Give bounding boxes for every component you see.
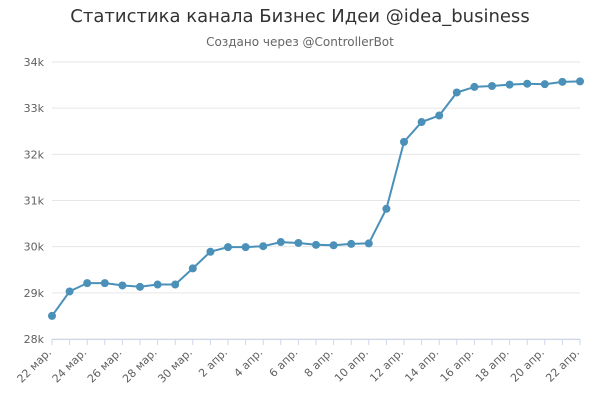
x-tick-label: 20 апр. — [508, 346, 547, 385]
data-point[interactable] — [417, 118, 426, 127]
data-point[interactable] — [452, 88, 461, 97]
data-point[interactable] — [206, 247, 215, 256]
data-point[interactable] — [523, 79, 532, 88]
y-tick-label: 29k — [24, 287, 45, 300]
data-point[interactable] — [488, 82, 496, 91]
data-point[interactable] — [259, 242, 268, 251]
data-point[interactable] — [382, 204, 391, 213]
y-axis: 28k 29k 30k 31k 32k 33k 34k — [24, 56, 45, 346]
data-point[interactable] — [312, 240, 320, 249]
data-point[interactable] — [153, 280, 162, 289]
x-tick-label: 12 апр. — [367, 346, 406, 385]
x-tick-label: 22 апр. — [543, 346, 582, 385]
x-tick-label: 18 апр. — [473, 346, 512, 385]
series — [48, 77, 584, 320]
data-point[interactable] — [294, 238, 303, 247]
data-point[interactable] — [171, 280, 180, 289]
grid-lines — [52, 61, 580, 340]
x-tick-label: 14 апр. — [402, 346, 441, 385]
x-tick-label: 8 апр. — [302, 346, 336, 380]
data-point[interactable] — [576, 77, 584, 86]
data-point[interactable] — [329, 241, 338, 250]
x-tick-label: 24 мар. — [50, 346, 90, 386]
x-tick-label: 30 мар. — [155, 346, 195, 386]
y-tick-label: 31k — [24, 195, 45, 208]
data-point[interactable] — [48, 311, 56, 320]
data-point[interactable] — [347, 239, 356, 248]
data-point[interactable] — [276, 238, 285, 247]
data-point[interactable] — [400, 137, 408, 146]
y-tick-label: 34k — [24, 56, 45, 69]
x-tick-label: 4 апр. — [231, 346, 265, 380]
data-point[interactable] — [136, 282, 144, 291]
data-point[interactable] — [83, 279, 92, 288]
chart-title: Статистика канала Бизнес Идеи @idea_busi… — [70, 6, 530, 27]
x-tick-label: 16 апр. — [438, 346, 477, 385]
data-point[interactable] — [435, 111, 444, 120]
x-axis: 22 мар.24 мар.26 мар.28 мар.30 мар. 2 апр… — [15, 339, 582, 386]
data-point[interactable] — [65, 287, 74, 296]
x-tick-label: 2 апр. — [196, 346, 230, 380]
y-tick-label: 28k — [24, 333, 45, 346]
data-point[interactable] — [224, 243, 232, 252]
series-line — [51, 80, 581, 317]
x-tick-label: 22 мар. — [15, 346, 55, 386]
data-point[interactable] — [241, 243, 250, 252]
y-tick-label: 30k — [24, 241, 45, 254]
x-tick-label: 28 мар. — [120, 346, 160, 386]
x-tick-label: 26 мар. — [85, 346, 125, 386]
data-point[interactable] — [188, 264, 197, 273]
y-tick-label: 32k — [24, 148, 45, 161]
data-point[interactable] — [470, 82, 479, 91]
data-point[interactable] — [100, 279, 109, 288]
chart-subtitle: Создано через @ControllerBot — [206, 35, 394, 49]
data-point[interactable] — [505, 80, 514, 89]
data-point[interactable] — [558, 77, 567, 86]
data-point[interactable] — [540, 80, 549, 89]
data-point[interactable] — [118, 281, 127, 290]
y-tick-label: 33k — [24, 102, 45, 115]
x-tick-label: 10 апр. — [332, 346, 371, 385]
x-tick-label: 6 апр. — [267, 346, 301, 380]
data-point[interactable] — [364, 239, 373, 248]
